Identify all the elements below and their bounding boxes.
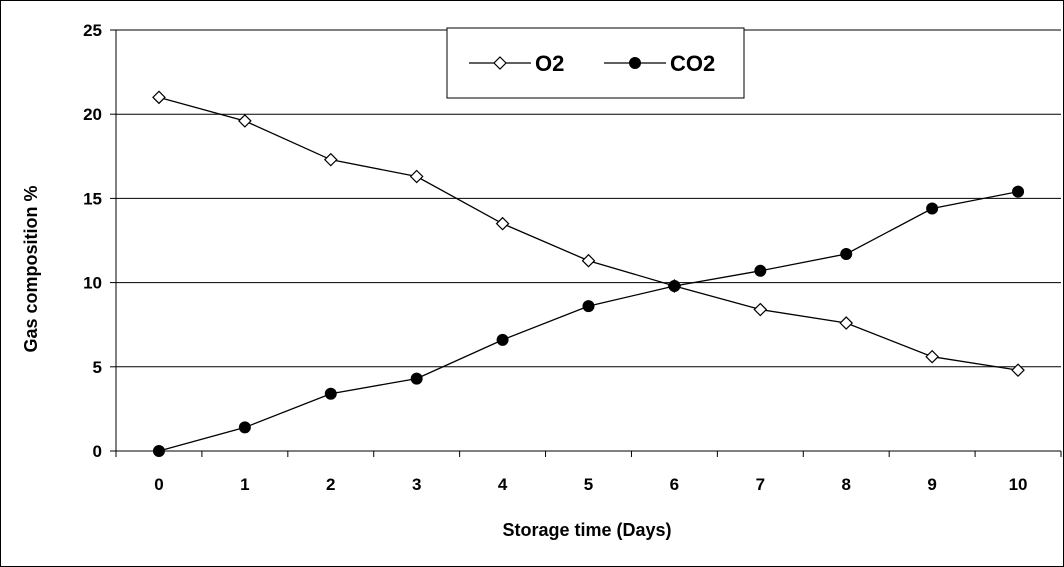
series-line-o2 — [158, 96, 1019, 371]
data-point-co2 — [926, 202, 939, 215]
y-tick-label: 15 — [83, 189, 102, 208]
data-point-co2 — [238, 421, 251, 434]
x-tick-label: 3 — [412, 475, 421, 494]
x-tick-labels: 0 1 2 3 4 5 6 7 8 9 10 — [154, 475, 1027, 494]
x-tick-label: 6 — [670, 475, 679, 494]
data-point-o2 — [925, 349, 939, 364]
data-point-co2 — [152, 445, 165, 457]
y-tick-label: 20 — [83, 105, 102, 124]
y-axis-title: Gas composition % — [21, 185, 41, 352]
series-o2 — [152, 90, 1025, 378]
data-point-co2 — [410, 372, 423, 385]
series-line-co2 — [158, 191, 1019, 452]
data-point-o2 — [1011, 363, 1025, 378]
data-point-co2 — [840, 247, 853, 260]
x-tick-label: 7 — [756, 475, 765, 494]
x-tick-label: 4 — [498, 475, 508, 494]
data-point-o2 — [839, 316, 854, 330]
y-tick-labels: 0 5 10 15 20 25 — [83, 21, 102, 461]
x-tick-label: 8 — [841, 475, 850, 494]
data-point-co2 — [1012, 185, 1025, 198]
y-tick-label: 25 — [83, 21, 102, 40]
data-point-co2 — [668, 279, 681, 292]
data-point-o2 — [753, 302, 768, 317]
series-co2 — [152, 185, 1025, 457]
legend-marker-co2 — [629, 57, 641, 69]
legend: O2 CO2 — [446, 27, 745, 99]
data-point-co2 — [496, 333, 509, 346]
data-point-co2 — [754, 264, 767, 277]
data-point-o2 — [581, 253, 596, 268]
legend-item-o2 — [469, 56, 531, 70]
data-point-co2 — [582, 300, 595, 313]
data-point-co2 — [324, 387, 337, 400]
y-tick-label: 10 — [83, 274, 102, 293]
data-point-o2 — [409, 169, 424, 184]
x-tick-label: 0 — [154, 475, 163, 494]
x-tick-label: 10 — [1009, 475, 1028, 494]
x-tick-label: 5 — [584, 475, 593, 494]
legend-item-co2 — [604, 57, 666, 69]
axes — [110, 29, 1062, 457]
data-point-o2 — [152, 90, 166, 105]
data-point-o2 — [238, 114, 252, 128]
legend-label-o2: O2 — [535, 51, 564, 76]
x-tick-label: 1 — [240, 475, 249, 494]
y-tick-label: 0 — [93, 442, 102, 461]
x-axis-title: Storage time (Days) — [502, 520, 671, 540]
y-tick-label: 5 — [93, 358, 102, 377]
data-point-o2 — [495, 216, 510, 231]
series — [152, 90, 1025, 457]
data-point-o2 — [323, 152, 338, 167]
legend-label-co2: CO2 — [670, 51, 715, 76]
legend-marker-o2 — [493, 56, 507, 70]
x-tick-label: 9 — [927, 475, 936, 494]
x-tick-label: 2 — [326, 475, 335, 494]
